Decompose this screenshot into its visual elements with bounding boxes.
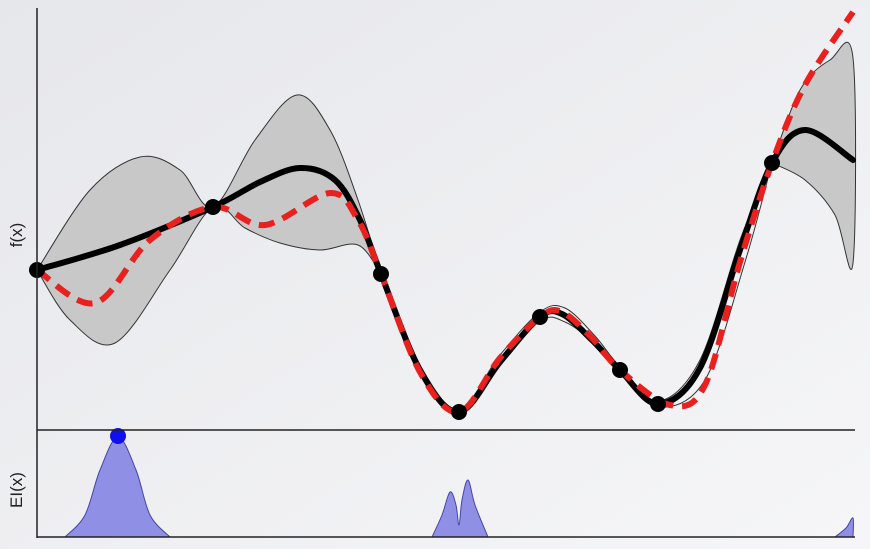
y-label-bottom: EI(x) (7, 472, 26, 508)
observation (612, 362, 628, 378)
observation (451, 404, 467, 420)
next-sample (110, 428, 126, 444)
true-function (35, 10, 856, 416)
observation (205, 199, 221, 215)
ei-edge (833, 517, 855, 538)
observation (373, 266, 389, 282)
observation (532, 309, 548, 325)
observation (764, 155, 780, 171)
y-label-top: f(x) (7, 223, 26, 248)
ei-double-peak (431, 479, 489, 538)
observations (29, 155, 780, 420)
observation (650, 396, 666, 412)
